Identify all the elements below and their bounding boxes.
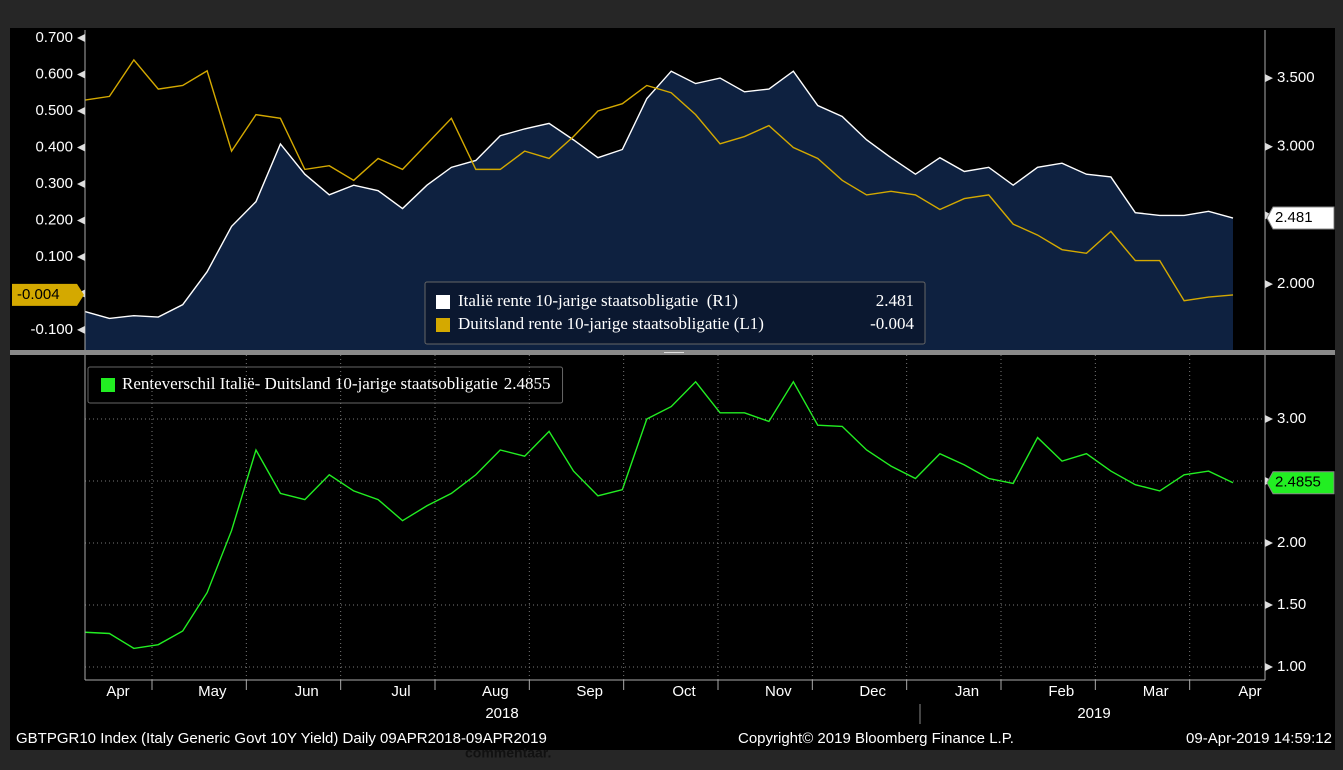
tick-mark <box>77 179 85 188</box>
y-tick-label: 2.000 <box>1277 275 1315 292</box>
legend <box>424 281 926 345</box>
x-tick-label: Jul <box>391 683 410 700</box>
footer-left: GBTPGR10 Index (Italy Generic Govt 10Y Y… <box>16 730 547 747</box>
y-tick-label: 0.100 <box>35 248 73 265</box>
value-tag <box>1266 471 1335 495</box>
y-tick-label: 1.00 <box>1277 658 1306 675</box>
tick-mark <box>77 325 85 334</box>
tick-mark <box>1265 142 1273 151</box>
tick-mark <box>77 216 85 225</box>
tick-mark <box>1265 538 1273 547</box>
x-tick-label: Apr <box>1238 683 1261 700</box>
tick-mark <box>77 107 85 116</box>
year-label: 2018 <box>485 705 518 722</box>
x-tick-label: Aug <box>482 683 509 700</box>
y-tick-label: 0.200 <box>35 211 73 228</box>
y-tick-label: 0.500 <box>35 102 73 119</box>
legend-swatch <box>101 378 115 392</box>
x-tick-label: Oct <box>672 683 696 700</box>
value-tag-label: -0.004 <box>17 286 60 303</box>
value-tag <box>1266 206 1335 230</box>
tick-mark <box>1265 74 1273 83</box>
tick-mark <box>77 70 85 79</box>
y-tick-label: 3.000 <box>1277 138 1315 155</box>
y-tick-label: 0.300 <box>35 175 73 192</box>
tick-mark <box>1265 414 1273 423</box>
tick-mark <box>77 252 85 261</box>
footer-timestamp: 09-Apr-2019 14:59:12 <box>1186 730 1332 747</box>
legend-label: Renteverschil Italië- Duitsland 10-jarig… <box>122 374 498 393</box>
tick-mark <box>1265 600 1273 609</box>
y-tick-label: 0.700 <box>35 29 73 46</box>
tick-mark <box>77 34 85 43</box>
x-tick-label: Dec <box>859 683 886 700</box>
y-tick-label: 3.00 <box>1277 410 1306 427</box>
legend-value: -0.004 <box>870 314 914 333</box>
line <box>84 70 1234 320</box>
x-tick-label: Sep <box>576 683 603 700</box>
y-tick-label: 0.400 <box>35 138 73 155</box>
footer-copyright: Copyright© 2019 Bloomberg Finance L.P. <box>738 730 1014 747</box>
legend-box <box>87 366 564 404</box>
year-label: 2019 <box>1077 705 1110 722</box>
x-tick-label: Jun <box>295 683 319 700</box>
legend-label: Duitsland rente 10-jarige staatsobligati… <box>458 314 764 333</box>
y-tick-label: 2.00 <box>1277 534 1306 551</box>
x-tick-label: May <box>198 683 227 700</box>
line <box>84 380 1234 650</box>
overlay-text: commentaar. <box>465 745 551 761</box>
legend-swatch <box>436 318 450 332</box>
line <box>84 58 1234 302</box>
y-tick-label: 1.50 <box>1277 596 1306 613</box>
value-tag-label: 2.4855 <box>1275 474 1321 491</box>
value-tag-label: 2.481 <box>1275 209 1313 226</box>
y-tick-label: 0.600 <box>35 65 73 82</box>
legend: Renteverschil Italië- Duitsland 10-jarig… <box>87 366 564 404</box>
x-tick-label: Feb <box>1048 683 1074 700</box>
legend-label: Italië rente 10-jarige staatsobligatie (… <box>458 291 738 310</box>
value-tag <box>12 283 84 306</box>
legend-swatch <box>436 295 450 309</box>
x-tick-label: Jan <box>955 683 979 700</box>
legend-value: 2.4855 <box>504 374 551 393</box>
x-tick-label: Mar <box>1143 683 1169 700</box>
y-tick-label: -0.100 <box>30 321 73 338</box>
x-tick-label: Apr <box>106 683 129 700</box>
y-tick-label: 3.500 <box>1277 69 1315 86</box>
tick-mark <box>1265 662 1273 671</box>
legend-value: 2.481 <box>876 291 914 310</box>
area <box>85 71 1233 350</box>
x-tick-label: Nov <box>765 683 792 700</box>
tick-mark <box>1265 280 1273 289</box>
tick-mark <box>77 143 85 152</box>
